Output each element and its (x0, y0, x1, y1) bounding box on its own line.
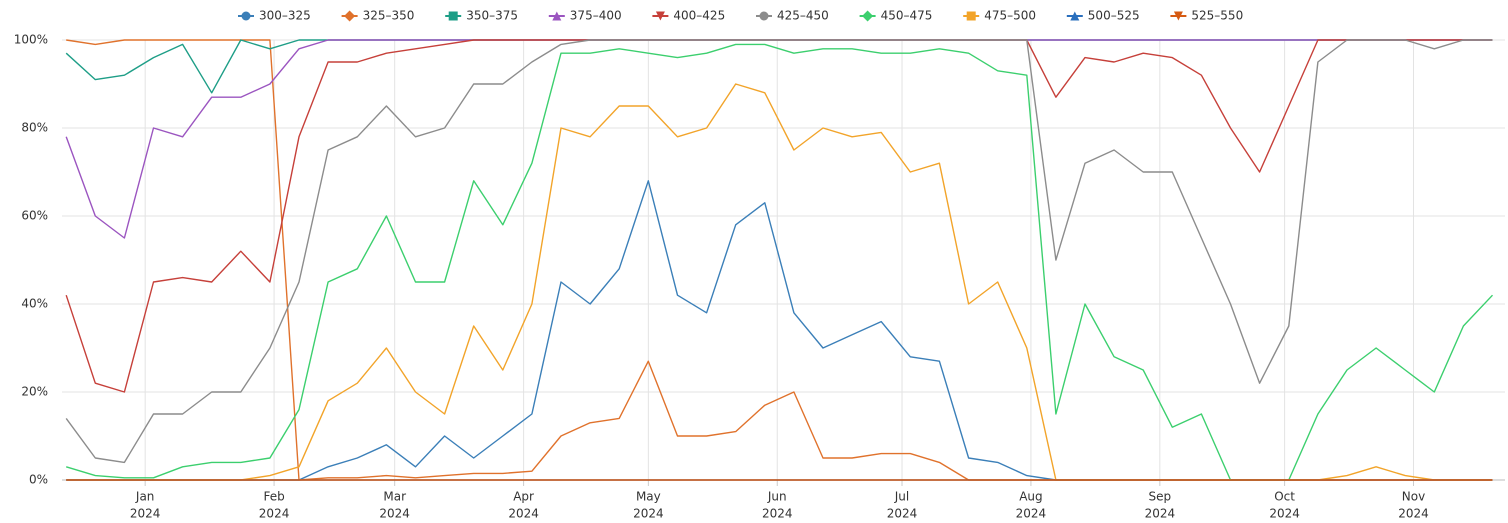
legend-label: 525–550 (1191, 9, 1243, 23)
x-tick-year: 2024 (130, 507, 161, 521)
x-tick-year: 2024 (379, 507, 410, 521)
legend-label: 500–525 (1088, 9, 1140, 23)
legend-marker (552, 11, 562, 21)
legend-label: 350–375 (466, 9, 518, 23)
x-tick-year: 2024 (1269, 507, 1300, 521)
y-tick-label: 0% (29, 473, 48, 487)
x-tick-year: 2024 (259, 507, 290, 521)
x-tick-year: 2024 (508, 507, 539, 521)
legend-label: 475–500 (984, 9, 1036, 23)
legend-label: 450–475 (881, 9, 933, 23)
legend-marker (1173, 11, 1183, 21)
legend-marker (1070, 11, 1080, 21)
legend-marker (448, 11, 458, 21)
x-tick-label: Jun (767, 490, 787, 504)
x-tick-year: 2024 (633, 507, 664, 521)
y-tick-label: 40% (21, 297, 48, 311)
x-tick-label: Aug (1019, 490, 1042, 504)
legend-marker (241, 11, 251, 21)
legend-label: 400–425 (673, 9, 725, 23)
x-tick-label: Feb (263, 490, 284, 504)
x-tick-year: 2024 (762, 507, 793, 521)
legend-marker (759, 11, 769, 21)
legend-marker (966, 11, 976, 21)
y-tick-label: 80% (21, 121, 48, 135)
x-tick-year: 2024 (1016, 507, 1047, 521)
x-tick-year: 2024 (1398, 507, 1429, 521)
y-tick-label: 20% (21, 385, 48, 399)
legend-label: 375–400 (570, 9, 622, 23)
x-tick-label: Jul (894, 490, 909, 504)
x-tick-label: Sep (1149, 490, 1172, 504)
legend-label: 425–450 (777, 9, 829, 23)
legend-label: 300–325 (259, 9, 311, 23)
series-line (65, 39, 1493, 464)
x-tick-label: Mar (383, 490, 406, 504)
x-tick-year: 2024 (1145, 507, 1176, 521)
x-tick-label: Apr (513, 490, 534, 504)
y-tick-label: 100% (14, 33, 48, 47)
x-tick-label: May (636, 490, 661, 504)
x-tick-label: Nov (1402, 490, 1425, 504)
x-tick-label: Oct (1274, 490, 1295, 504)
legend-marker (862, 10, 874, 22)
legend-marker (344, 10, 356, 22)
y-tick-label: 60% (21, 209, 48, 223)
legend-marker (655, 11, 665, 21)
legend-label: 325–350 (363, 9, 415, 23)
x-tick-label: Jan (135, 490, 155, 504)
x-tick-year: 2024 (887, 507, 918, 521)
